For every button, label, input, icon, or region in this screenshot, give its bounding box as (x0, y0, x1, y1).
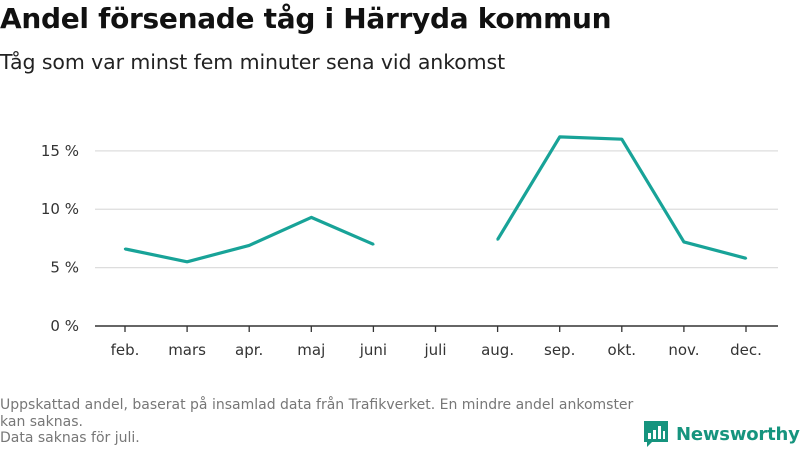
data-point (185, 260, 189, 263)
data-point (248, 244, 251, 247)
chart-subtitle: Tåg som var minst fem minuter sena vid a… (0, 50, 506, 74)
x-tick-label: maj (297, 341, 325, 359)
x-tick-label: juni (359, 341, 387, 359)
data-series (123, 135, 748, 264)
series-line (124, 215, 375, 264)
x-axis: feb. mars apr. maj juni juli aug. sep. okt. nov. d… (95, 325, 778, 359)
data-point (372, 243, 375, 246)
y-tick-label: 10 % (41, 200, 79, 218)
data-point (310, 216, 313, 219)
gridlines (95, 150, 778, 269)
footnote-source: Uppskattad andel, baserat på insamlad da… (0, 397, 634, 430)
newsworthy-logo-icon (644, 421, 668, 447)
y-tick-label: 15 % (41, 142, 79, 160)
y-tick-label: 5 % (50, 259, 79, 277)
chart-title: Andel försenade tåg i Härryda kommun (0, 2, 612, 35)
x-tick-label: nov. (668, 341, 699, 359)
x-tick-label: mars (168, 341, 206, 359)
x-tick-label: apr. (235, 341, 263, 359)
data-point (496, 238, 499, 241)
data-point (682, 240, 686, 244)
brand-name: Newsworthy (676, 423, 800, 445)
data-point (558, 135, 561, 139)
data-point (620, 137, 623, 141)
brand-logo: Newsworthy (644, 419, 800, 449)
x-tick-label: dec. (730, 341, 762, 359)
y-tick-label: 0 % (50, 317, 79, 335)
series-line (496, 135, 747, 260)
data-point (123, 247, 127, 251)
x-tick-label: juli (423, 341, 446, 359)
footnote: Uppskattad andel, baserat på insamlad da… (0, 397, 640, 447)
data-point (744, 257, 748, 260)
x-tick-label: feb. (111, 341, 140, 359)
x-tick-label: sep. (544, 341, 575, 359)
x-tick-label: okt. (608, 341, 637, 359)
x-tick-label: aug. (481, 341, 514, 359)
footnote-missing-data: Data saknas för juli. (0, 430, 140, 446)
y-axis-labels: 0 % 5 % 10 % 15 % (41, 142, 79, 335)
